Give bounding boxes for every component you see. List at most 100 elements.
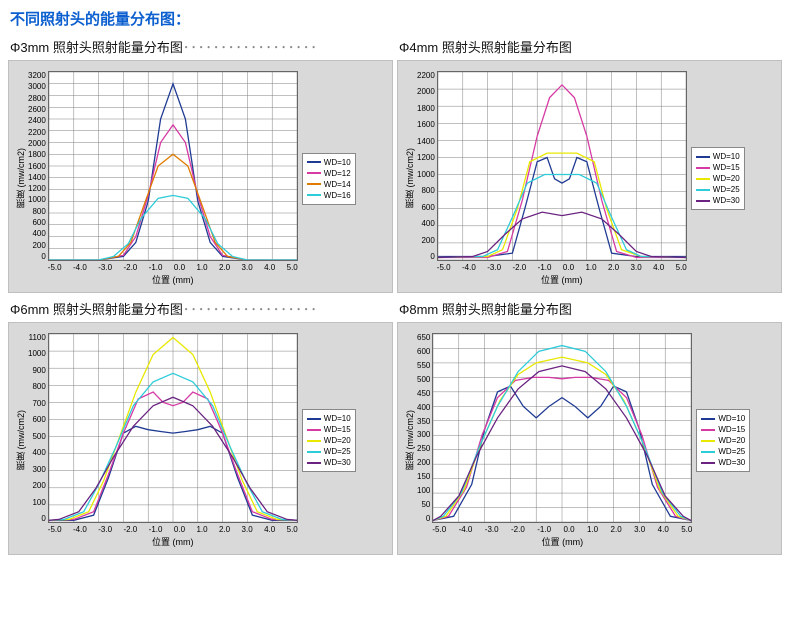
x-ticks: -5.0-4.0-3.0-2.0-1.00.01.02.03.04.05.0 — [437, 263, 687, 272]
ytick-label: 800 — [28, 382, 46, 391]
plot-area — [437, 71, 687, 261]
ytick-label: 200 — [28, 481, 46, 490]
ytick-label: 200 — [417, 458, 430, 467]
plot-area — [432, 333, 692, 523]
legend: WD=10 WD=15 WD=20 WD=25 WD=30 — [302, 409, 356, 472]
legend-item: WD=15 — [307, 424, 351, 435]
legend-item: WD=12 — [307, 168, 351, 179]
legend-item: WD=14 — [307, 179, 351, 190]
ytick-label: 2400 — [28, 116, 46, 125]
legend: WD=10 WD=12 WD=14 WD=16 — [302, 153, 356, 205]
legend: WD=10 WD=15 WD=20 WD=25 WD=30 — [696, 409, 750, 472]
y-axis-label: 照度 (mw/cm2) — [13, 333, 28, 548]
ytick-label: 1200 — [417, 153, 435, 162]
xtick-label: 1.0 — [196, 263, 207, 272]
xtick-label: -2.0 — [123, 525, 137, 534]
legend-swatch — [696, 156, 710, 158]
ytick-label: 1800 — [28, 150, 46, 159]
y-axis-label: 照度 (mw/cm2) — [402, 71, 417, 286]
ytick-label: 1100 — [28, 333, 46, 342]
y-ticks: 650600550500450400350300250200150100500 — [417, 333, 432, 523]
legend-label: WD=20 — [718, 435, 745, 446]
xtick-label: 1.0 — [585, 263, 596, 272]
ytick-label: 1400 — [417, 137, 435, 146]
ytick-label: 0 — [417, 252, 435, 261]
xtick-label: -2.0 — [123, 263, 137, 272]
chart-phi8: 照度 (mw/cm2) 6506005505004504003503002502… — [397, 322, 782, 555]
xtick-label: 5.0 — [681, 525, 692, 534]
legend-item: WD=15 — [696, 162, 740, 173]
subtitle-row: Φ6mm 照射头照射能量分布图 ･･････････････････ — [10, 299, 393, 318]
legend-item: WD=25 — [701, 446, 745, 457]
ytick-label: 1000 — [28, 349, 46, 358]
legend-label: WD=15 — [713, 162, 740, 173]
legend-label: WD=20 — [324, 435, 351, 446]
y-ticks: 110010009008007006005004003002001000 — [28, 333, 48, 523]
chart-grid: Φ3mm 照射头照射能量分布图 ･･････････････････ 照度 (m… — [8, 35, 782, 555]
xtick-label: -4.0 — [73, 263, 87, 272]
ytick-label: 400 — [417, 219, 435, 228]
ytick-label: 250 — [417, 444, 430, 453]
ytick-label: 650 — [417, 333, 430, 342]
legend-item: WD=20 — [701, 435, 745, 446]
legend-swatch — [701, 451, 715, 453]
legend-swatch — [696, 178, 710, 180]
ytick-label: 0 — [417, 514, 430, 523]
legend-label: WD=20 — [713, 173, 740, 184]
ytick-label: 1000 — [417, 170, 435, 179]
subtitle: Φ6mm 照射头照射能量分布图 — [10, 299, 183, 318]
legend-label: WD=30 — [713, 195, 740, 206]
plot-area — [48, 71, 298, 261]
legend-label: WD=25 — [713, 184, 740, 195]
ytick-label: 600 — [417, 347, 430, 356]
ytick-label: 2000 — [417, 87, 435, 96]
ytick-label: 600 — [417, 203, 435, 212]
xtick-label: -3.0 — [98, 263, 112, 272]
xtick-label: 5.0 — [287, 263, 298, 272]
ytick-label: 1400 — [28, 173, 46, 182]
legend-label: WD=10 — [324, 157, 351, 168]
ytick-label: 2800 — [28, 94, 46, 103]
legend-item: WD=30 — [701, 457, 745, 468]
legend-label: WD=10 — [324, 413, 351, 424]
ytick-label: 350 — [417, 417, 430, 426]
xtick-label: -2.0 — [511, 525, 525, 534]
xtick-label: 2.0 — [611, 525, 622, 534]
legend-label: WD=25 — [718, 446, 745, 457]
cell-phi8: Φ8mm 照射头照射能量分布图 照度 (mw/cm2) 650600550500… — [397, 297, 782, 555]
subtitle-row: Φ8mm 照射头照射能量分布图 — [399, 299, 782, 318]
xtick-label: -3.0 — [487, 263, 501, 272]
chart-phi3: 照度 (mw/cm2) 3200300028002600240022002000… — [8, 60, 393, 293]
legend-item: WD=10 — [307, 413, 351, 424]
legend-swatch — [307, 194, 321, 196]
xtick-label: 0.0 — [563, 525, 574, 534]
ytick-label: 1800 — [417, 104, 435, 113]
xtick-label: -5.0 — [48, 525, 62, 534]
chart-phi6: 照度 (mw/cm2) 1100100090080070060050040030… — [8, 322, 393, 555]
xtick-label: 0.0 — [174, 525, 185, 534]
dots: ･･････････････････ — [183, 37, 393, 56]
ytick-label: 400 — [28, 448, 46, 457]
legend-swatch — [696, 200, 710, 202]
legend-item: WD=16 — [307, 190, 351, 201]
legend-item: WD=15 — [701, 424, 745, 435]
legend-item: WD=30 — [696, 195, 740, 206]
ytick-label: 700 — [28, 399, 46, 408]
xtick-label: 2.0 — [219, 525, 230, 534]
ytick-label: 2000 — [28, 139, 46, 148]
subtitle: Φ4mm 照射头照射能量分布图 — [399, 37, 572, 56]
ytick-label: 300 — [417, 430, 430, 439]
x-ticks: -5.0-4.0-3.0-2.0-1.00.01.02.03.04.05.0 — [432, 525, 692, 534]
ytick-label: 500 — [417, 375, 430, 384]
xtick-label: 4.0 — [264, 525, 275, 534]
ytick-label: 450 — [417, 389, 430, 398]
x-axis-label: 位置 (mm) — [437, 273, 687, 286]
legend-item: WD=20 — [696, 173, 740, 184]
legend-label: WD=15 — [324, 424, 351, 435]
xtick-label: -4.0 — [73, 525, 87, 534]
xtick-label: 3.0 — [242, 525, 253, 534]
legend-label: WD=30 — [324, 457, 351, 468]
legend-label: WD=14 — [324, 179, 351, 190]
ytick-label: 600 — [28, 218, 46, 227]
ytick-label: 0 — [28, 252, 46, 261]
